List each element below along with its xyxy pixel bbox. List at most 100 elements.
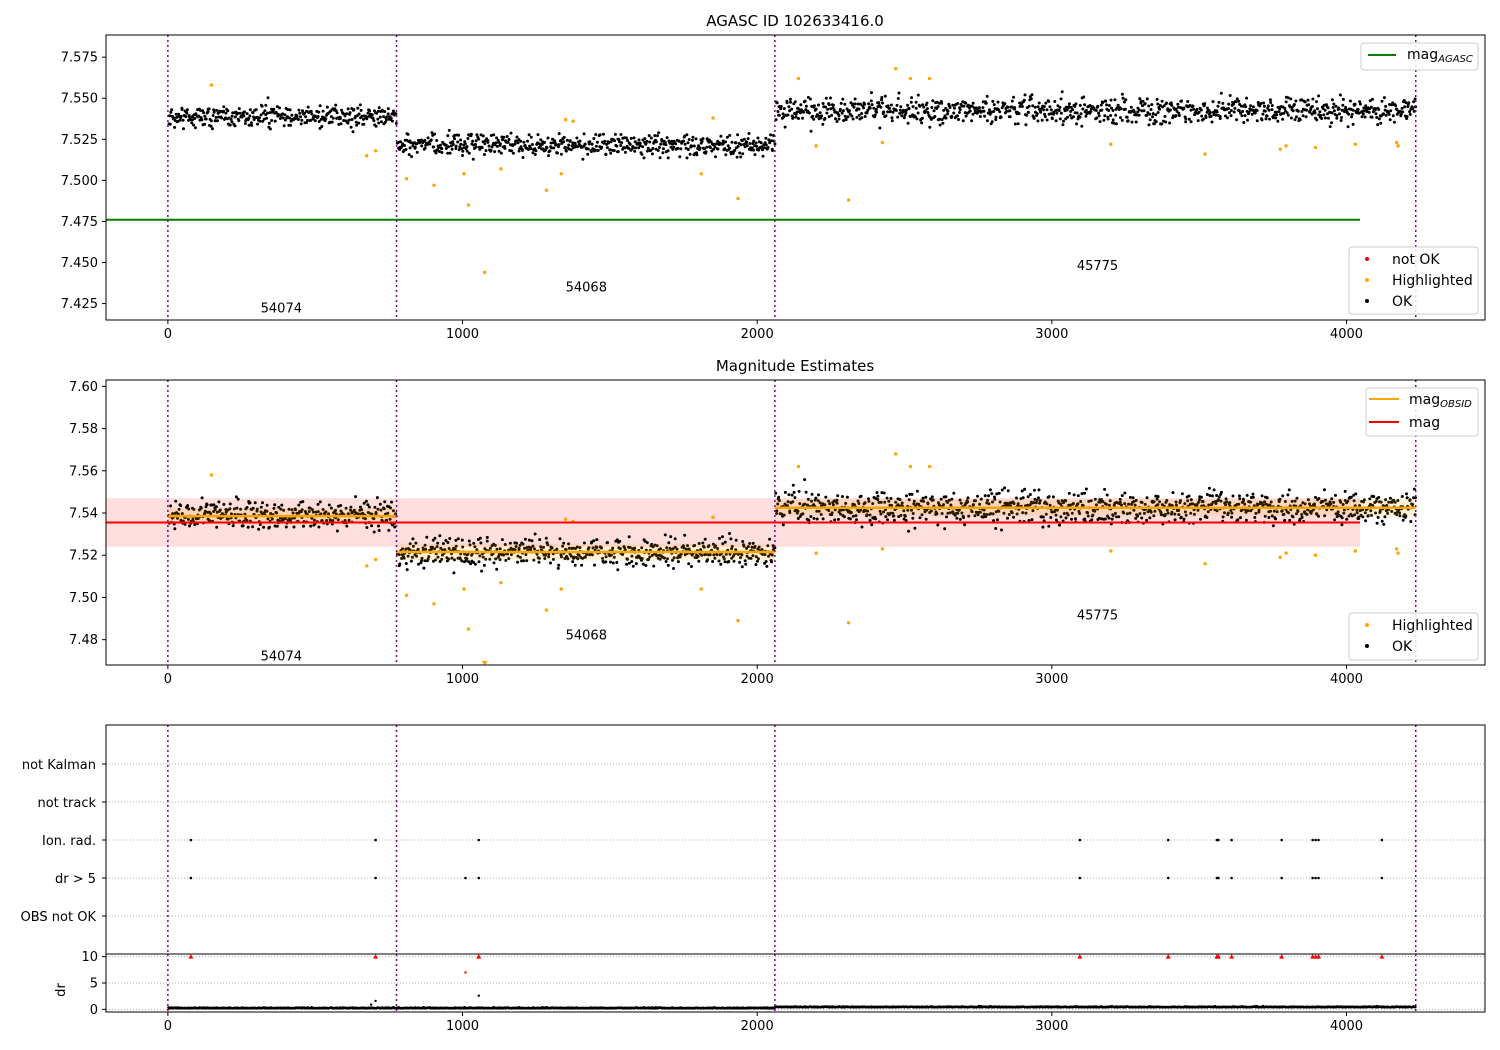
panel1-ok-point bbox=[594, 133, 598, 136]
panel2-ok-point bbox=[388, 517, 392, 521]
panel2-ok-point bbox=[1145, 518, 1149, 522]
panel1-ok-point bbox=[860, 116, 864, 120]
panel2-ok-point bbox=[1195, 503, 1199, 506]
panel2-ok-point bbox=[383, 500, 387, 504]
panel2-ok-point bbox=[986, 498, 990, 502]
panel2-ok-point bbox=[226, 517, 230, 521]
panel2-ok-point bbox=[819, 513, 823, 516]
panel1-ok-point bbox=[536, 133, 540, 137]
panel1-ok-point bbox=[444, 147, 448, 150]
panel2-ok-point bbox=[435, 545, 439, 549]
panel2-ok-point bbox=[917, 502, 921, 506]
panel2-ok-point bbox=[559, 555, 563, 559]
panel2-ok-point bbox=[453, 547, 457, 551]
panel2-ok-point bbox=[191, 517, 195, 521]
panel2-ok-point bbox=[1000, 528, 1003, 532]
panel2-ok-point bbox=[270, 517, 274, 521]
panel2-ok-point bbox=[1398, 514, 1402, 518]
panel2-ok-point bbox=[1123, 502, 1127, 506]
panel2-ok-point bbox=[438, 560, 442, 563]
panel2-ok-point bbox=[1055, 508, 1059, 512]
panel1-ok-point bbox=[1403, 105, 1407, 109]
panel1-ok-point bbox=[1069, 109, 1073, 113]
panel2-ok-point bbox=[879, 500, 883, 504]
panel2-ok-point bbox=[1047, 524, 1051, 528]
panel2-ok-point bbox=[366, 511, 370, 514]
panel1-ok-point bbox=[197, 114, 201, 118]
panel2-ok-point bbox=[1034, 501, 1038, 505]
panel1-ok-point bbox=[346, 121, 350, 125]
panel1-ok-point bbox=[1382, 112, 1386, 116]
panel2-ok-point bbox=[978, 502, 982, 506]
panel1-ok-point bbox=[870, 91, 873, 95]
panel2-ok-point bbox=[1072, 493, 1076, 497]
panel1-ok-point bbox=[872, 106, 876, 110]
panel1-ok-point bbox=[377, 106, 381, 110]
panel2-ok-point bbox=[1239, 516, 1242, 520]
panel2-ok-point bbox=[544, 553, 547, 557]
panel2-ok-point bbox=[812, 516, 816, 520]
panel2-ok-point bbox=[572, 555, 576, 559]
panel1-ok-point bbox=[643, 137, 647, 141]
panel1-ok-point bbox=[399, 140, 402, 144]
panel1-ok-point bbox=[534, 149, 538, 153]
panel1-ok-point bbox=[890, 116, 894, 120]
panel1-ok-point bbox=[459, 138, 463, 142]
panel2-ok-point bbox=[1145, 496, 1149, 500]
panel2-ok-point bbox=[461, 545, 465, 549]
panel1-ok-point bbox=[1350, 115, 1353, 119]
panel1-ok-point bbox=[283, 113, 287, 117]
panel1-ok-point bbox=[264, 103, 268, 107]
panel2-ok-point bbox=[1140, 501, 1144, 504]
panel2-ok-point bbox=[814, 496, 818, 500]
panel1-ok-point bbox=[1203, 102, 1207, 106]
panel2-ok-point bbox=[1173, 512, 1177, 516]
panel2-ok-point bbox=[848, 517, 852, 521]
panel1-ok-point bbox=[829, 107, 833, 111]
panel1-ok-point bbox=[966, 103, 970, 107]
panel1-highlighted-point bbox=[908, 76, 913, 81]
panel1-ok-point bbox=[637, 138, 641, 142]
panel1-ok-point bbox=[978, 115, 982, 118]
panel1-ok-point bbox=[433, 132, 436, 136]
panel2-ok-point bbox=[484, 557, 488, 561]
panel1-ok-point bbox=[661, 151, 665, 155]
panel1-ok-point bbox=[766, 146, 770, 149]
panel2-ok-point bbox=[652, 564, 656, 568]
panel2-ok-point bbox=[982, 512, 986, 516]
panel2-ok-point bbox=[1205, 516, 1209, 519]
panel2-ok-point bbox=[530, 539, 534, 543]
panel2-ok-point bbox=[372, 530, 376, 534]
panel2-ok-point bbox=[754, 555, 758, 559]
panel2-ok-point bbox=[430, 545, 434, 549]
panel2-ok-point bbox=[414, 541, 418, 545]
panel2-ok-point bbox=[1355, 511, 1359, 515]
panel2-ok-point bbox=[997, 509, 1001, 513]
panel2-ok-point bbox=[1083, 517, 1087, 521]
panel2-ok-point bbox=[741, 540, 745, 543]
panel2-ok-point bbox=[918, 516, 922, 520]
panel1-ok-point bbox=[886, 104, 890, 108]
panel2-ok-point bbox=[1251, 495, 1255, 499]
panel1-ok-point bbox=[406, 132, 410, 136]
panel1-ok-point bbox=[437, 145, 441, 149]
panel1-ok-point bbox=[826, 107, 830, 111]
panel1-ok-point bbox=[623, 146, 627, 150]
panel2-ok-point bbox=[265, 509, 269, 513]
panel1-ok-point bbox=[994, 115, 998, 119]
panel1-ok-point bbox=[698, 146, 702, 150]
panel1-ok-point bbox=[592, 137, 596, 140]
panel1-ok-point bbox=[230, 120, 234, 124]
panel1-ok-point bbox=[1282, 111, 1286, 115]
panel2-ok-point bbox=[627, 535, 631, 539]
panel1-ok-point bbox=[1160, 122, 1164, 126]
panel1-ok-point bbox=[827, 115, 831, 119]
panel1-ok-point bbox=[407, 153, 411, 157]
panel2-ok-point bbox=[707, 544, 711, 548]
panel1-ok-point bbox=[209, 124, 213, 128]
panel1-ok-point bbox=[337, 122, 341, 126]
panel2-ok-point bbox=[1044, 512, 1048, 516]
panel1-ok-point bbox=[1244, 105, 1248, 109]
panel2-ok-point bbox=[1098, 500, 1102, 504]
panel1-ok-point bbox=[1100, 108, 1104, 112]
